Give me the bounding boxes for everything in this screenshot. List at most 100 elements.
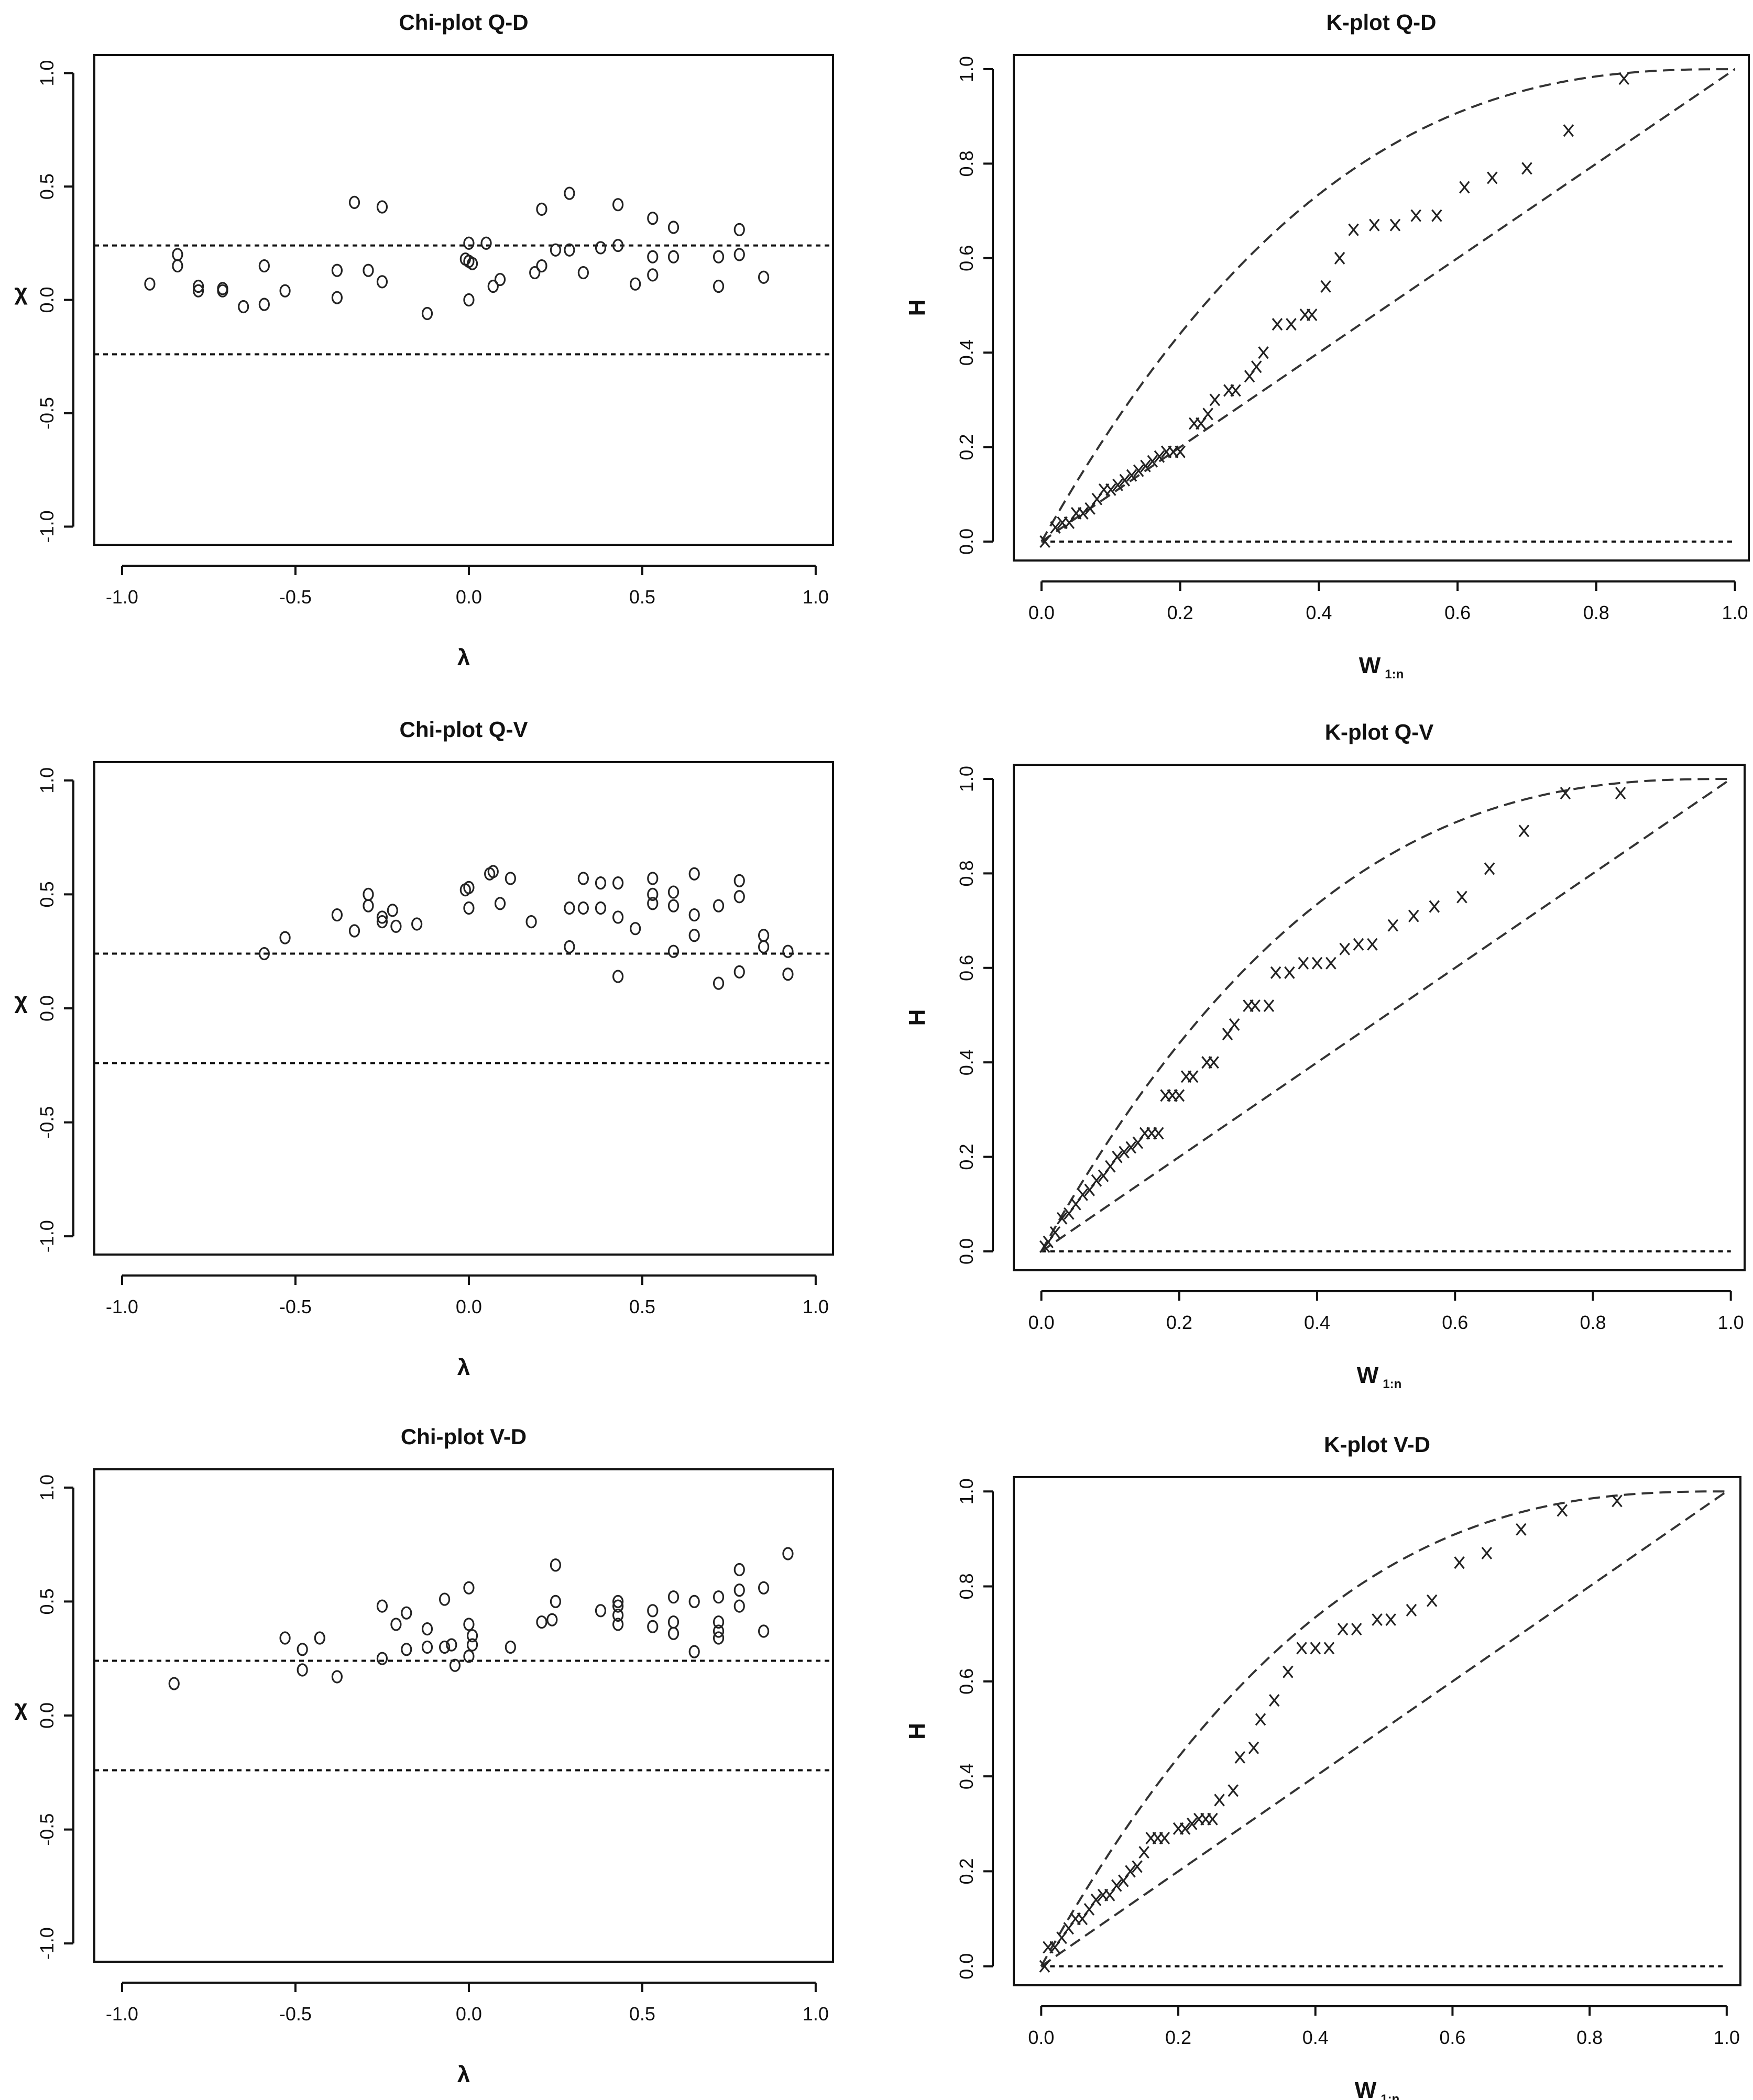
x-tick-label: 0.6 [1442, 1312, 1468, 1333]
y-tick-label: 1.0 [36, 60, 58, 86]
data-point [387, 904, 398, 917]
y-axis-label: χ [14, 988, 28, 1014]
x-tick-label: -1.0 [106, 1296, 138, 1317]
data-point [1174, 1089, 1185, 1102]
data-point [1369, 218, 1380, 232]
data-point [612, 970, 624, 983]
data-point [376, 1599, 388, 1613]
y-tick-label: 0.2 [956, 1858, 977, 1884]
data-point [1618, 72, 1629, 85]
data-point [331, 1670, 343, 1684]
data-point [494, 272, 506, 287]
data-point [439, 1640, 451, 1654]
data-point [758, 270, 770, 284]
data-point [279, 284, 291, 298]
data-point [612, 1595, 624, 1609]
data-point [1050, 521, 1061, 534]
data-point [713, 1615, 725, 1629]
data-point [1431, 209, 1442, 222]
plot-frame [93, 761, 834, 1256]
data-point [758, 1581, 770, 1595]
x-tick-label: 0.5 [629, 2003, 655, 2025]
data-point [1320, 280, 1331, 293]
data-point [297, 1663, 308, 1677]
data-point [1283, 1665, 1294, 1678]
data-point [1153, 1127, 1164, 1140]
data-point [1351, 1623, 1362, 1636]
data-point [1202, 408, 1213, 421]
data-point [782, 944, 794, 958]
data-point [1367, 938, 1378, 951]
data-point [758, 929, 770, 942]
x-tick-label: 0.0 [456, 586, 482, 608]
data-point [192, 279, 204, 293]
x-tick-label: 1.0 [803, 1296, 829, 1317]
data-point [733, 1599, 745, 1613]
x-axis-label-subscript: 1:n [1385, 667, 1404, 681]
y-axis-label: χ [14, 1695, 28, 1721]
data-point [463, 1618, 475, 1631]
data-point [331, 263, 343, 277]
x-axis-label-main: W [1357, 1362, 1379, 1388]
data-point [713, 250, 725, 263]
data-point [713, 976, 725, 990]
panel-2: K-plot Q-D 0.0 0.2 0.4 0.6 0.8 1.0 0.0 0.2 0.4 0.6… [904, 10, 1750, 681]
plot-frame [1013, 764, 1746, 1271]
data-point [297, 1643, 308, 1656]
y-tick-label: -1.0 [36, 510, 58, 543]
independence-line [1040, 68, 1736, 543]
data-point [1175, 445, 1186, 458]
upper-bound-curve [1040, 778, 1731, 1252]
data-point [536, 1615, 547, 1629]
data-point [1091, 1174, 1102, 1187]
data-point [1154, 450, 1165, 463]
data-point [1119, 1146, 1130, 1159]
data-point [1112, 478, 1123, 491]
data-point [1560, 787, 1571, 800]
data-point [449, 1658, 461, 1672]
data-point [376, 275, 388, 289]
data-point [688, 929, 700, 942]
data-point [466, 1629, 478, 1643]
x-tick-label: 0.8 [1583, 602, 1609, 623]
data-point [577, 872, 589, 885]
data-point [1557, 1504, 1568, 1517]
chart-title: K-plot V-D [1324, 1432, 1430, 1457]
data-point [1077, 1188, 1088, 1201]
data-point [1263, 999, 1275, 1012]
panel-1: Chi-plot Q-D -1.0 -0.5 0.0 0.5 1.0 -1.0 -0.5 0.0… [14, 10, 834, 670]
data-point [1563, 124, 1574, 137]
data-point [713, 1631, 725, 1645]
data-point [390, 919, 402, 933]
x-tick-label: 1.0 [803, 586, 829, 608]
y-tick-label: 0.0 [956, 529, 977, 555]
x-tick-label: 0.8 [1576, 2027, 1603, 2048]
y-tick-label: 0.2 [956, 1144, 977, 1170]
data-point [647, 268, 659, 282]
data-point [411, 917, 423, 931]
x-tick-label: 0.0 [1028, 1312, 1055, 1333]
data-point [1408, 909, 1419, 922]
y-tick-label: 0.4 [956, 1763, 977, 1789]
data-point [1186, 1817, 1198, 1830]
y-tick-label: -0.5 [36, 1106, 58, 1139]
data-point [1207, 1812, 1218, 1826]
plot-frame [1013, 1476, 1741, 1986]
data-point [1049, 1226, 1061, 1239]
data-point [258, 298, 270, 311]
data-point [1286, 318, 1297, 331]
y-tick-label: 1.0 [956, 56, 977, 82]
data-point [612, 198, 624, 212]
data-point [713, 899, 725, 912]
x-tick-label: 1.0 [1718, 1312, 1744, 1333]
data-point [168, 1677, 180, 1690]
data-point [1209, 393, 1221, 406]
data-point [1481, 1547, 1493, 1560]
data-point [536, 259, 547, 273]
y-tick-label: 0.0 [36, 1702, 58, 1729]
x-tick-label: 0.0 [456, 1296, 482, 1317]
y-tick-label: 0.8 [956, 1573, 977, 1599]
y-tick-label: 0.0 [956, 1238, 977, 1265]
panel-3: Chi-plot Q-V -1.0 -0.5 0.0 0.5 1.0 -1.0 -0.5 0.0… [14, 717, 834, 1380]
data-point [1454, 1556, 1465, 1569]
